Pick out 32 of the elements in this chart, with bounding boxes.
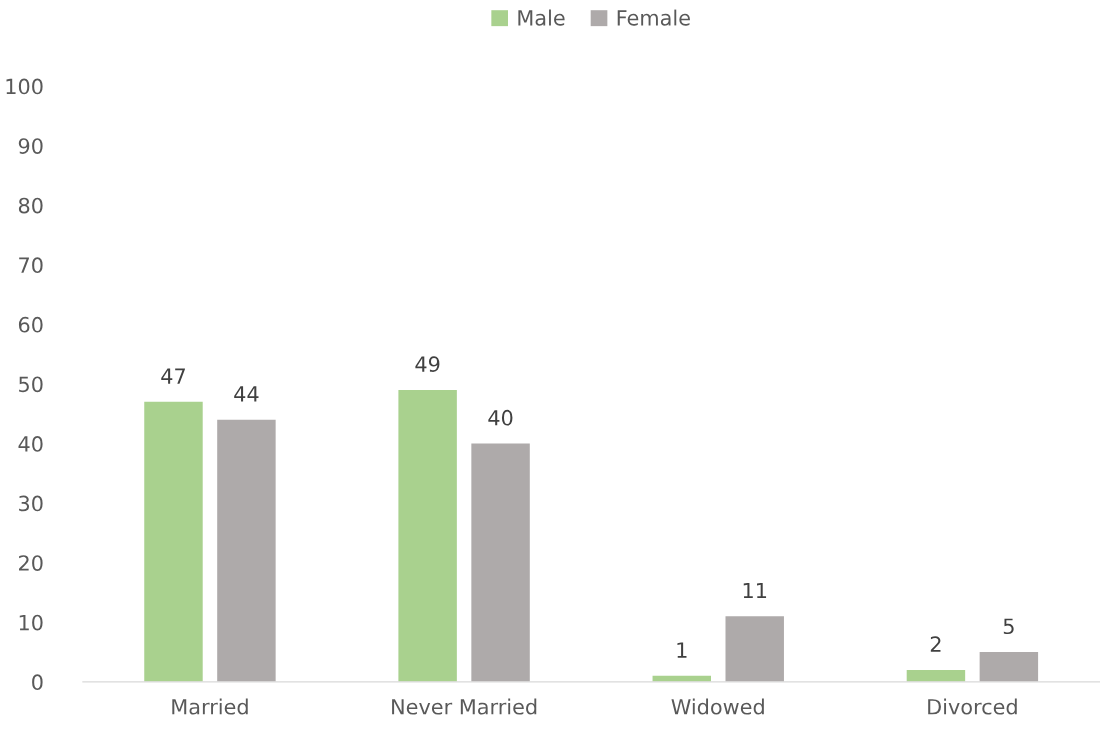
bar (217, 419, 276, 682)
y-tick-label: 60 (18, 316, 43, 333)
x-tick-label: Widowed (671, 698, 764, 715)
y-tick-label: 20 (19, 555, 43, 571)
y-tick-label: 70 (19, 257, 43, 274)
y-tick-label: 30 (19, 495, 43, 512)
data-label: 11 (743, 582, 767, 599)
y-tick-label: 90 (18, 138, 43, 154)
data-label: 40 (488, 409, 513, 426)
bar (144, 401, 203, 682)
bar (979, 652, 1039, 682)
legend-label: Female (617, 9, 690, 26)
data-label: 2 (930, 636, 941, 652)
data-label: 49 (415, 356, 440, 373)
data-label: 5 (1003, 618, 1014, 635)
y-tick-label: 0 (32, 674, 43, 691)
bar (725, 616, 784, 682)
bar (906, 669, 966, 682)
y-tick-label: 80 (18, 197, 43, 214)
data-label: 44 (234, 386, 259, 402)
bar (398, 389, 457, 682)
y-tick-label: 10 (19, 614, 43, 631)
y-tick-label: 100 (6, 78, 43, 95)
bar (471, 443, 530, 682)
x-tick-label: Never Married (392, 698, 537, 715)
data-label: 1 (677, 642, 687, 658)
data-label: 47 (161, 368, 185, 384)
y-tick-label: 50 (19, 376, 43, 393)
x-tick-label: Married (172, 698, 248, 715)
x-tick-label: Divorced (928, 698, 1017, 715)
y-tick-label: 40 (18, 436, 43, 452)
legend-label: Male (518, 9, 565, 26)
